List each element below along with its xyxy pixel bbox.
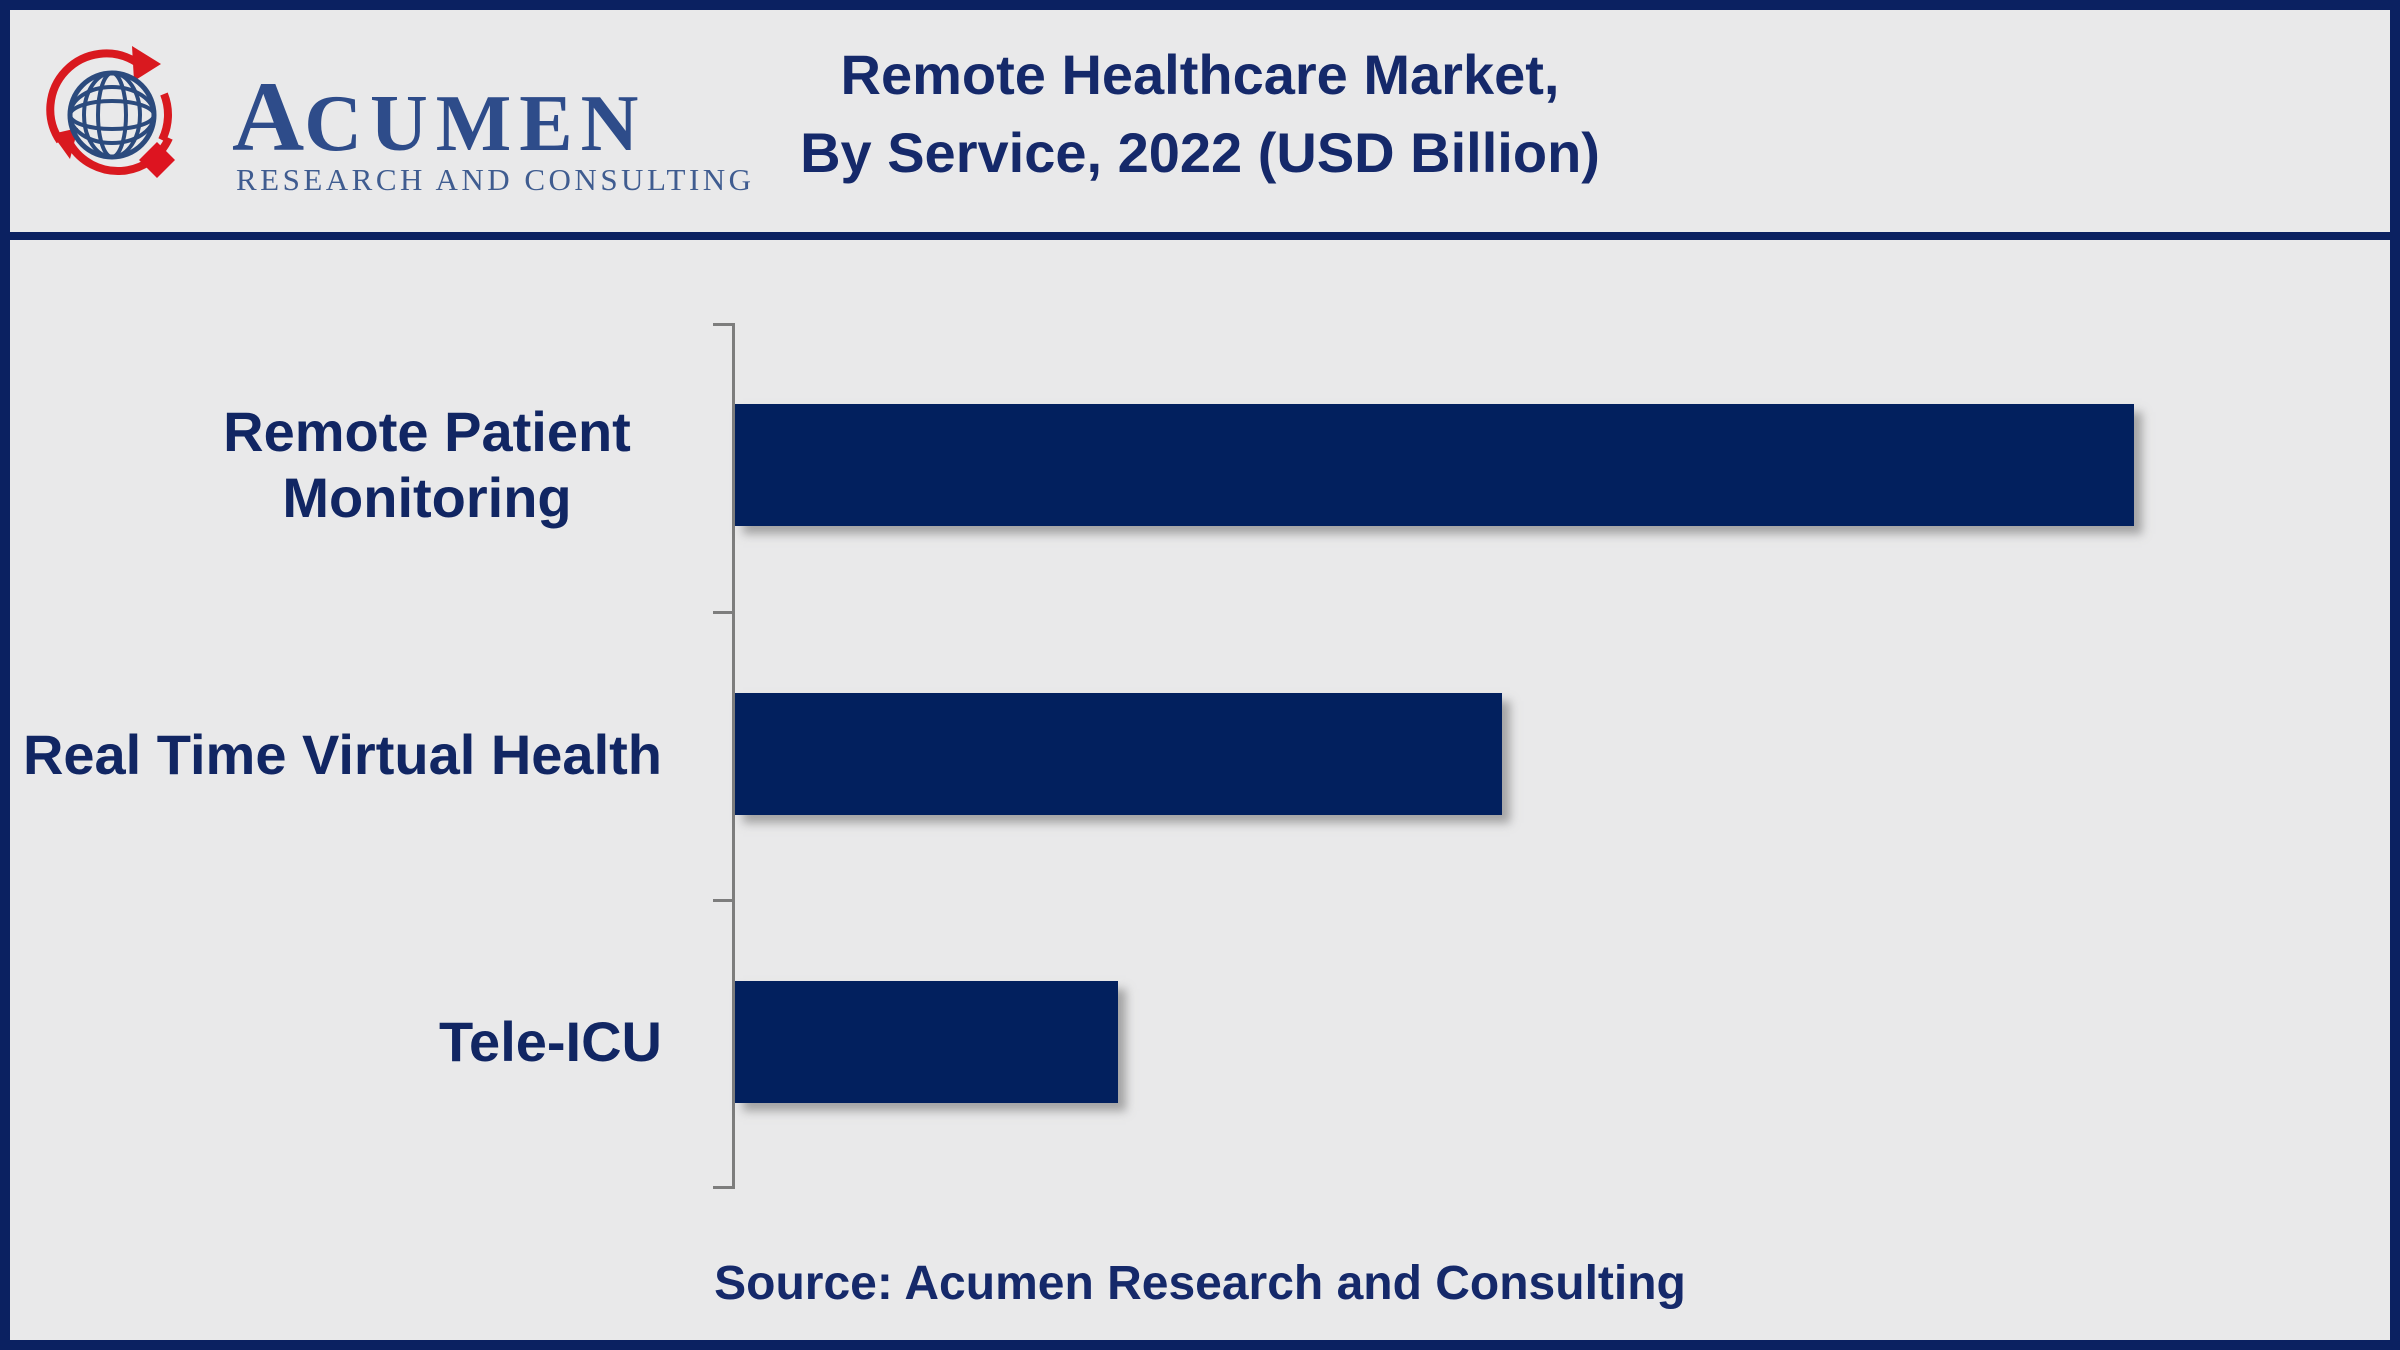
diamond-icon (139, 142, 175, 178)
brand-text: ACUMEN (232, 61, 646, 172)
chart-title: Remote Healthcare Market, By Service, 20… (10, 36, 2390, 192)
chart-title-line-2: By Service, 2022 (USD Billion) (800, 121, 1600, 184)
category-axis-line (732, 323, 735, 1189)
category-label-remote-patient-monitoring: Remote Patient Monitoring (22, 340, 662, 590)
bar-real-time-virtual-health (735, 693, 1502, 815)
brand-rest: CUMEN (304, 80, 646, 168)
globe-icon (46, 46, 175, 178)
category-label-tele-icu: Tele-ICU (22, 1002, 662, 1082)
source-text: Source: Acumen Research and Consulting (714, 1257, 1686, 1310)
axis-tick (713, 323, 732, 326)
chart-title-line-1: Remote Healthcare Market, (840, 43, 1560, 106)
category-label-text: Real Time Virtual Health (22, 723, 662, 786)
category-label-real-time-virtual-health: Real Time Virtual Health (22, 715, 662, 795)
axis-tick (713, 1186, 732, 1189)
category-label-text: Remote Patient Monitoring (223, 400, 631, 529)
axis-tick (713, 899, 732, 902)
brand-tagline: RESEARCH AND CONSULTING (236, 162, 755, 197)
acumen-logo: ACUMEN RESEARCH AND CONSULTING (46, 46, 755, 197)
axis-tick (713, 611, 732, 614)
category-label-text: Tele-ICU (439, 1010, 662, 1073)
brand-initial: A (232, 61, 304, 172)
header-divider (10, 232, 2390, 240)
bar-tele-icu (735, 981, 1118, 1103)
bar-remote-patient-monitoring (735, 404, 2134, 526)
